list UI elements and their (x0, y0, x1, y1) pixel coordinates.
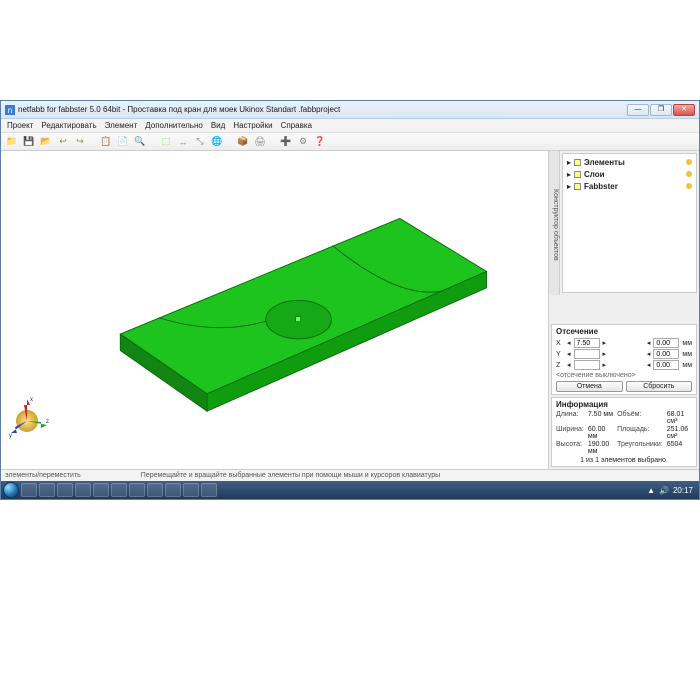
tree-item[interactable]: ▸Fabbster (567, 180, 692, 192)
taskbar: ▲ 🔊 20:17 (1, 481, 699, 499)
toolbar-button-1[interactable]: 💾 (22, 135, 36, 149)
axis-y-label: y (9, 433, 12, 439)
info-k1: Длина: (556, 411, 584, 425)
window-controls: — ❐ ✕ (627, 104, 695, 116)
taskbar-app-0[interactable] (21, 483, 37, 497)
model-canvas[interactable] (1, 151, 548, 469)
taskbar-app-5[interactable] (111, 483, 127, 497)
toolbar-button-13[interactable]: 🖨 (253, 135, 267, 149)
info-k2: Треугольники: (617, 441, 663, 455)
toolbar-button-6[interactable]: 📄 (116, 135, 130, 149)
window-title: netfabb for fabbster 5.0 64bit - Простав… (18, 105, 627, 114)
tree-tab[interactable]: Конструктор объектов (549, 151, 560, 295)
system-tray[interactable]: ▲ 🔊 20:17 (647, 486, 697, 495)
toolbar-button-11[interactable]: 🌐 (210, 135, 224, 149)
info-k1: Высота: (556, 441, 584, 455)
info-k2: Объём: (617, 411, 663, 425)
info-v2: 68.01 см³ (667, 411, 692, 425)
svg-text:n: n (8, 106, 12, 115)
info-v1: 7.50 мм (588, 411, 613, 425)
maximize-button[interactable]: ❐ (650, 104, 672, 116)
axis-z-label: z (46, 419, 49, 425)
clip-cancel-button[interactable]: Отмена (556, 381, 623, 392)
toolbar-button-0[interactable]: 📁 (5, 135, 19, 149)
object-tree[interactable]: ▸Элементы▸Слои▸Fabbster (562, 153, 697, 293)
toolbar-button-3[interactable]: ↩ (56, 135, 70, 149)
clip-row-X: X◂▸◂мм (556, 338, 692, 348)
taskbar-app-2[interactable] (57, 483, 73, 497)
menu-Справка[interactable]: Справка (281, 121, 312, 130)
menu-Настройки[interactable]: Настройки (233, 121, 272, 130)
app-window: n netfabb for fabbster 5.0 64bit - Прост… (0, 100, 700, 500)
minimize-button[interactable]: — (627, 104, 649, 116)
tray-icon[interactable]: 🔊 (659, 486, 669, 495)
clip-reset-button[interactable]: Сбросить (626, 381, 693, 392)
toolbar-button-12[interactable]: 📦 (236, 135, 250, 149)
info-panel: Информация Длина: 7.50 мм Объём: 68.01 см³ Ш… (551, 397, 697, 467)
menu-Дополнительно[interactable]: Дополнительно (145, 121, 203, 130)
menu-Вид[interactable]: Вид (211, 121, 225, 130)
tree-item[interactable]: ▸Слои (567, 168, 692, 180)
clip-Z-hi[interactable] (653, 360, 679, 370)
app-icon: n (5, 105, 15, 115)
info-v2: 251.06 см² (667, 426, 692, 440)
menu-Редактировать[interactable]: Редактировать (41, 121, 96, 130)
taskbar-app-9[interactable] (183, 483, 199, 497)
clipping-panel: Отсечение X◂▸◂ммY◂▸◂ммZ◂▸◂мм <отсечение … (551, 324, 697, 395)
axis-widget[interactable]: x z y (7, 395, 51, 439)
taskbar-app-6[interactable] (129, 483, 145, 497)
info-v2: 6504 (667, 441, 692, 455)
sidebar: Конструктор объектов ▸Элементы▸Слои▸Fabb… (549, 151, 699, 469)
toolbar-button-9[interactable]: ↔ (176, 135, 190, 149)
taskbar-app-10[interactable] (201, 483, 217, 497)
toolbar-button-5[interactable]: 📋 (99, 135, 113, 149)
toolbar-button-16[interactable]: ❓ (313, 135, 327, 149)
close-button[interactable]: ✕ (673, 104, 695, 116)
menu-Элемент[interactable]: Элемент (105, 121, 138, 130)
titlebar: n netfabb for fabbster 5.0 64bit - Прост… (1, 101, 699, 119)
info-title: Информация (556, 400, 692, 409)
tree-item[interactable]: ▸Элементы (567, 156, 692, 168)
clock[interactable]: 20:17 (673, 486, 693, 495)
axis-x-label: x (30, 397, 33, 403)
clip-Y-hi[interactable] (653, 349, 679, 359)
clip-row-Z: Z◂▸◂мм (556, 360, 692, 370)
menu-Проект[interactable]: Проект (7, 121, 33, 130)
menubar: Проект Редактировать Элемент Дополнительно В… (1, 119, 699, 133)
clip-Y-lo[interactable] (574, 349, 600, 359)
info-k2: Площадь: (617, 426, 663, 440)
start-button[interactable] (3, 482, 19, 498)
status-hint: Перемещайте и вращайте выбранные элемент… (141, 472, 440, 479)
statusbar: элементы/переместить Перемещайте и враща… (1, 469, 699, 481)
taskbar-app-4[interactable] (93, 483, 109, 497)
taskbar-app-3[interactable] (75, 483, 91, 497)
clip-Z-lo[interactable] (574, 360, 600, 370)
clip-row-Y: Y◂▸◂мм (556, 349, 692, 359)
taskbar-app-1[interactable] (39, 483, 55, 497)
body: x z y Конструктор объектов ▸Элементы▸Сло… (1, 151, 699, 469)
info-v1: 190.00 мм (588, 441, 613, 455)
toolbar-button-15[interactable]: ⚙ (296, 135, 310, 149)
info-k1: Ширина: (556, 426, 584, 440)
toolbar-button-8[interactable]: ⬚ (159, 135, 173, 149)
selection-handle[interactable] (296, 317, 301, 322)
3d-viewport[interactable]: x z y (1, 151, 549, 469)
info-footer: 1 из 1 элементов выбрано. (556, 457, 692, 464)
toolbar-button-10[interactable]: ⤡ (193, 135, 207, 149)
toolbar-button-2[interactable]: 📂 (39, 135, 53, 149)
toolbar: 📁💾📂↩↪ 📋📄🔍 ⬚↔⤡🌐 📦🖨 ➕⚙❓ (1, 133, 699, 151)
taskbar-app-8[interactable] (165, 483, 181, 497)
toolbar-button-14[interactable]: ➕ (279, 135, 293, 149)
clip-X-hi[interactable] (653, 338, 679, 348)
clipping-title: Отсечение (556, 327, 692, 336)
toolbar-button-7[interactable]: 🔍 (133, 135, 147, 149)
toolbar-button-4[interactable]: ↪ (73, 135, 87, 149)
clip-X-lo[interactable] (574, 338, 600, 348)
clipping-note: <отсечение выключено> (556, 372, 692, 379)
taskbar-app-7[interactable] (147, 483, 163, 497)
status-mode: элементы/переместить (5, 472, 81, 479)
info-v1: 60.00 мм (588, 426, 613, 440)
tray-icon[interactable]: ▲ (647, 486, 655, 495)
